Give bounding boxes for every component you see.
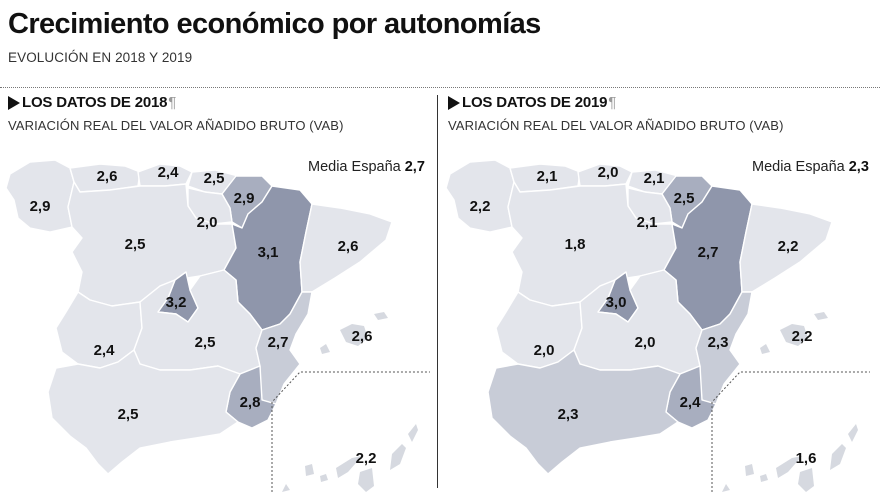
region-galicia (5, 159, 75, 233)
value-label-asturias: 2,1 (537, 168, 558, 185)
triangle-bullet-icon (448, 95, 460, 110)
value-label-navarra: 2,9 (234, 190, 255, 207)
panel-title: LOS DATOS DE 2019 (462, 94, 608, 111)
value-label-pais-vasco: 2,5 (204, 170, 225, 187)
value-label-la-rioja: 2,1 (637, 214, 658, 231)
region-baleares-island (320, 344, 330, 354)
spain-average-label: Media España (752, 159, 845, 175)
value-label-aragon: 2,7 (698, 244, 719, 261)
value-label-galicia: 2,9 (30, 198, 51, 215)
value-label-navarra: 2,5 (674, 190, 695, 207)
value-label-extremadura: 2,4 (94, 342, 116, 359)
region-canarias-island (282, 484, 290, 492)
value-label-valencia: 2,7 (268, 334, 289, 351)
value-label-castilla-leon: 1,8 (565, 236, 586, 253)
region-canarias-island (408, 424, 418, 442)
region-canarias-island (358, 468, 374, 492)
value-label-murcia: 2,4 (680, 394, 702, 411)
triangle-bullet-icon (8, 95, 20, 110)
canarias-inset-border (271, 371, 430, 492)
value-label-valencia: 2,3 (708, 334, 729, 351)
spain-map-2019: 2,2 2,1 2,0 2,1 2,5 2,1 1,8 2,7 2,2 3,0 2,0 2,0 2,3 2… (445, 159, 870, 492)
canarias-inset-border (711, 371, 870, 492)
spain-map-2018: 2,9 2,6 2,4 2,5 2,9 2,0 2,5 3,1 2,6 3,2 2,4 2,5 2,7 2… (5, 159, 430, 492)
region-canarias-island (305, 464, 314, 476)
panel-2018: LOS DATOS DE 2018 ¶ VARIACIÓN REAL DEL V… (0, 92, 430, 492)
pilcrow-mark: ¶ (608, 94, 617, 111)
value-label-extremadura: 2,0 (534, 342, 555, 359)
region-canarias-island (722, 484, 730, 492)
spain-average-label: Media España (308, 159, 401, 175)
value-label-cantabria: 2,4 (158, 164, 180, 181)
value-label-canarias: 1,6 (796, 450, 817, 467)
panel-subtitle: VARIACIÓN REAL DEL VALOR AÑADIDO BRUTO (… (448, 118, 784, 133)
spain-average: Media España 2,7 (308, 159, 425, 175)
region-baleares-island (780, 324, 808, 346)
spain-average-value: 2,3 (848, 159, 869, 175)
region-canarias-island (320, 474, 328, 482)
region-cataluna (299, 203, 393, 293)
panel-title: LOS DATOS DE 2018 (22, 94, 168, 111)
value-label-asturias: 2,6 (97, 168, 118, 185)
region-galicia (445, 159, 515, 233)
value-label-baleares: 2,2 (792, 328, 813, 345)
region-baleares-island (340, 324, 368, 346)
value-label-castilla-la-mancha: 2,0 (635, 334, 656, 351)
region-cataluna (739, 203, 833, 293)
region-canarias-island (830, 444, 846, 470)
value-label-murcia: 2,8 (240, 394, 261, 411)
region-baleares-island (374, 312, 388, 320)
spain-average-value: 2,7 (404, 159, 425, 175)
value-label-cataluna: 2,6 (338, 238, 359, 255)
value-label-canarias: 2,2 (356, 450, 377, 467)
region-canarias-island (760, 474, 768, 482)
value-label-baleares: 2,6 (352, 328, 373, 345)
panel-subtitle: VARIACIÓN REAL DEL VALOR AÑADIDO BRUTO (… (8, 118, 344, 133)
panel-divider (437, 95, 438, 488)
region-andalucia (487, 349, 681, 475)
value-label-pais-vasco: 2,1 (644, 170, 665, 187)
header-divider (0, 87, 880, 88)
value-label-cantabria: 2,0 (598, 164, 619, 181)
value-label-la-rioja: 2,0 (197, 214, 218, 231)
region-baleares-island (814, 312, 828, 320)
value-label-castilla-la-mancha: 2,5 (195, 334, 216, 351)
region-canarias-island (848, 424, 858, 442)
value-label-andalucia: 2,5 (118, 406, 139, 423)
region-canarias-island (776, 456, 802, 478)
pilcrow-mark: ¶ (168, 94, 177, 111)
value-label-cataluna: 2,2 (778, 238, 799, 255)
region-canarias-island (336, 456, 362, 478)
value-label-andalucia: 2,3 (558, 406, 579, 423)
region-baleares-island (760, 344, 770, 354)
region-canarias-island (798, 468, 814, 492)
value-label-madrid: 3,0 (606, 294, 627, 311)
page-title: Crecimiento económico por autonomías (8, 8, 541, 40)
spain-average: Media España 2,3 (752, 159, 869, 175)
value-label-castilla-leon: 2,5 (125, 236, 146, 253)
panel-2019: LOS DATOS DE 2019 ¶ VARIACIÓN REAL DEL V… (440, 92, 870, 492)
region-canarias-island (745, 464, 754, 476)
region-canarias-island (390, 444, 406, 470)
value-label-aragon: 3,1 (258, 244, 279, 261)
page-subtitle: EVOLUCIÓN EN 2018 Y 2019 (8, 50, 193, 65)
region-andalucia (47, 349, 241, 475)
value-label-galicia: 2,2 (470, 198, 491, 215)
value-label-madrid: 3,2 (166, 294, 187, 311)
